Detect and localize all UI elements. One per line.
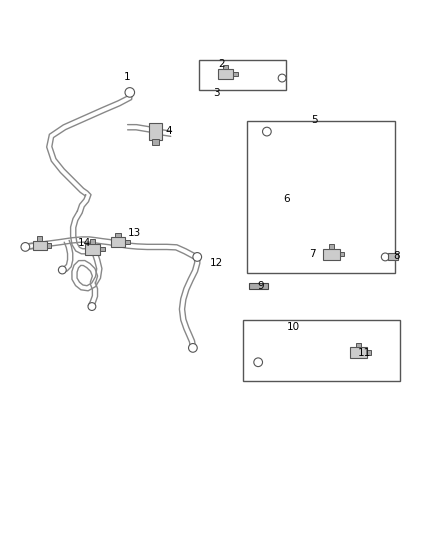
Bar (152, 140, 159, 144)
Text: 8: 8 (393, 251, 400, 261)
Bar (33, 241, 47, 251)
Bar (243, 320, 399, 381)
Bar (100, 247, 105, 251)
Bar (356, 343, 361, 347)
Bar (90, 239, 95, 244)
Circle shape (125, 87, 134, 97)
Bar (350, 347, 367, 358)
Bar (233, 72, 238, 76)
Bar (323, 249, 339, 260)
Text: 13: 13 (127, 228, 141, 238)
Text: 5: 5 (311, 115, 318, 125)
Circle shape (381, 253, 389, 261)
Circle shape (262, 127, 271, 136)
Text: 7: 7 (309, 249, 316, 260)
Text: 2: 2 (218, 59, 225, 69)
Text: 6: 6 (283, 194, 290, 204)
Bar (199, 60, 286, 90)
Circle shape (88, 303, 96, 310)
Bar (367, 351, 371, 355)
Bar (116, 232, 120, 237)
Bar (111, 237, 125, 247)
Text: 1: 1 (124, 72, 131, 82)
Bar (328, 244, 334, 249)
Text: 10: 10 (287, 321, 300, 332)
Circle shape (58, 266, 66, 274)
Bar (47, 244, 51, 248)
Text: 3: 3 (213, 88, 220, 98)
Bar (85, 244, 100, 255)
Bar (149, 123, 162, 140)
Bar (388, 254, 398, 261)
Text: 14: 14 (78, 238, 91, 247)
Bar (339, 252, 344, 256)
Text: 4: 4 (166, 126, 172, 136)
Bar (250, 284, 268, 289)
Bar (247, 120, 395, 273)
Text: 12: 12 (210, 258, 223, 268)
Circle shape (21, 243, 30, 251)
Text: 9: 9 (257, 281, 264, 291)
Circle shape (188, 344, 197, 352)
Bar (37, 237, 42, 241)
Bar (223, 65, 228, 69)
Circle shape (278, 74, 286, 82)
Text: 11: 11 (358, 348, 371, 358)
Circle shape (254, 358, 262, 367)
Bar (125, 240, 130, 244)
Circle shape (193, 253, 201, 261)
Bar (218, 69, 233, 79)
